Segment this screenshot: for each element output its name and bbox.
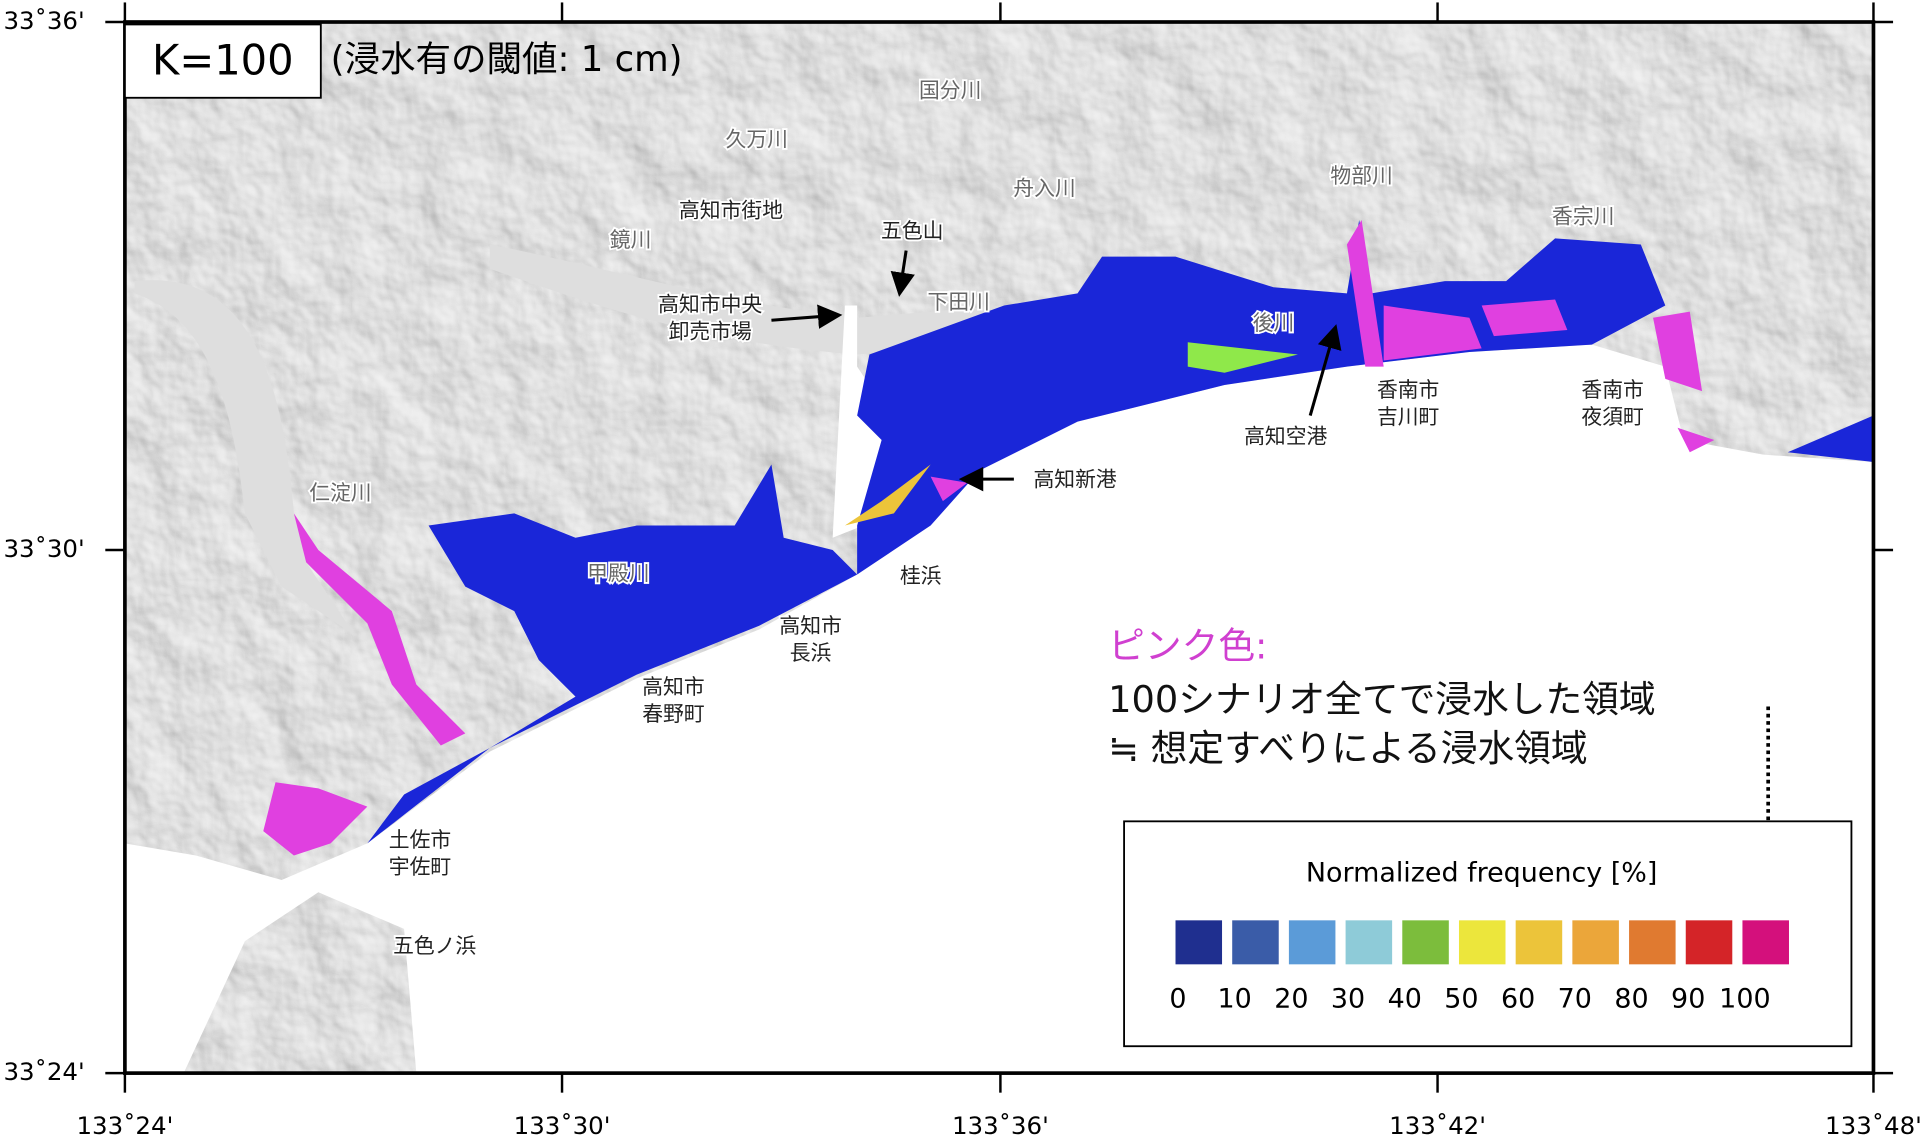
place-label: 吉川町: [1377, 405, 1439, 429]
place-label: 高知空港: [1244, 425, 1327, 449]
legend-swatch: [1232, 920, 1279, 965]
legend-label: 100: [1719, 983, 1770, 1014]
place-label: 宇佐町: [389, 855, 451, 879]
place-label: 桂浜: [900, 564, 942, 588]
place-label: 久万川: [726, 128, 788, 152]
place-label: 香宗川: [1552, 205, 1614, 229]
title: K=100: [152, 36, 294, 85]
lat-label: 33˚30': [3, 534, 84, 563]
place-label: 五色山: [881, 219, 943, 243]
legend-swatch: [1742, 920, 1789, 965]
legend-label: 0: [1169, 983, 1186, 1014]
place-label: 高知新港: [1033, 467, 1116, 491]
legend-swatch: [1288, 920, 1336, 965]
legend-title: Normalized frequency [%]: [1306, 857, 1658, 888]
place-label: 舟入川: [1013, 176, 1075, 200]
legend-swatch: [1572, 920, 1619, 965]
legend-label: 70: [1558, 983, 1592, 1014]
legend-label: 20: [1274, 983, 1308, 1014]
legend-swatch: [1685, 920, 1733, 965]
inundation: [263, 220, 1874, 856]
place-label: 香南市: [1377, 378, 1439, 402]
place-label: 仁淀川: [309, 481, 371, 505]
graticule: 33˚36' 33˚30' 33˚24' 133˚24' 133˚30' 133˚36' 1…: [3, 2, 1920, 1140]
place-label: 高知市: [779, 614, 841, 638]
arrow: [890, 250, 915, 297]
lat-label: 33˚36': [3, 6, 84, 35]
lon-label: 133˚30': [514, 1111, 611, 1140]
legend-label: 90: [1671, 983, 1705, 1014]
lon-label: 133˚48': [1825, 1111, 1920, 1140]
place-label: 甲殿川: [587, 561, 649, 585]
lowland: [134, 244, 1005, 636]
arrow: [1308, 324, 1342, 416]
legend-swatch: [1402, 920, 1449, 965]
place-label: 物部川: [1330, 164, 1392, 188]
lat-label: 33˚24': [3, 1057, 84, 1086]
legend-label: 30: [1331, 983, 1365, 1014]
legend-label: 50: [1444, 983, 1478, 1014]
place-label: 鏡川: [610, 228, 652, 252]
annotation-heading: ピンク色:: [1108, 624, 1267, 667]
legend-swatch: [1345, 920, 1393, 965]
title-box: [123, 23, 322, 99]
subtitle: (浸水有の閾値: 1 cm): [331, 39, 683, 80]
place-label: 長浜: [790, 641, 832, 665]
lon-label: 133˚42': [1389, 1111, 1486, 1140]
place-label: 五色ノ浜: [393, 934, 476, 958]
legend-swatch: [1629, 920, 1676, 965]
legend-label: 60: [1501, 983, 1535, 1014]
legend-swatch: [1175, 920, 1223, 965]
annotation-line: ≒ 想定すべりによる浸水領域: [1108, 727, 1587, 770]
arrow: [771, 304, 843, 329]
legend-label: 10: [1218, 983, 1252, 1014]
legend-label: 80: [1614, 983, 1648, 1014]
place-label: 高知市街地: [679, 198, 783, 222]
place-label: 土佐市: [389, 828, 451, 852]
legend-swatch: [1515, 920, 1563, 965]
place-label: 香南市: [1581, 378, 1643, 402]
place-label: 春野町: [642, 702, 704, 726]
legend: 0 10 20 30 40 50 60 70 80 90 100: [1169, 920, 1789, 1014]
place-label: 高知市中央: [658, 293, 762, 317]
lon-label: 133˚24': [76, 1111, 173, 1140]
annotation-line: 100シナリオ全てで浸水した領域: [1108, 678, 1655, 721]
place-label: 後川: [1253, 311, 1295, 335]
legend-swatch: [1458, 920, 1506, 965]
arrows: [771, 250, 1342, 492]
lon-label: 133˚36': [952, 1111, 1049, 1140]
legend-label: 40: [1388, 983, 1422, 1014]
place-label: 国分川: [919, 79, 981, 103]
place-label: 夜須町: [1581, 405, 1643, 429]
place-label: 卸売市場: [669, 319, 752, 343]
place-label: 下田川: [928, 290, 990, 314]
place-label: 高知市: [642, 675, 704, 699]
